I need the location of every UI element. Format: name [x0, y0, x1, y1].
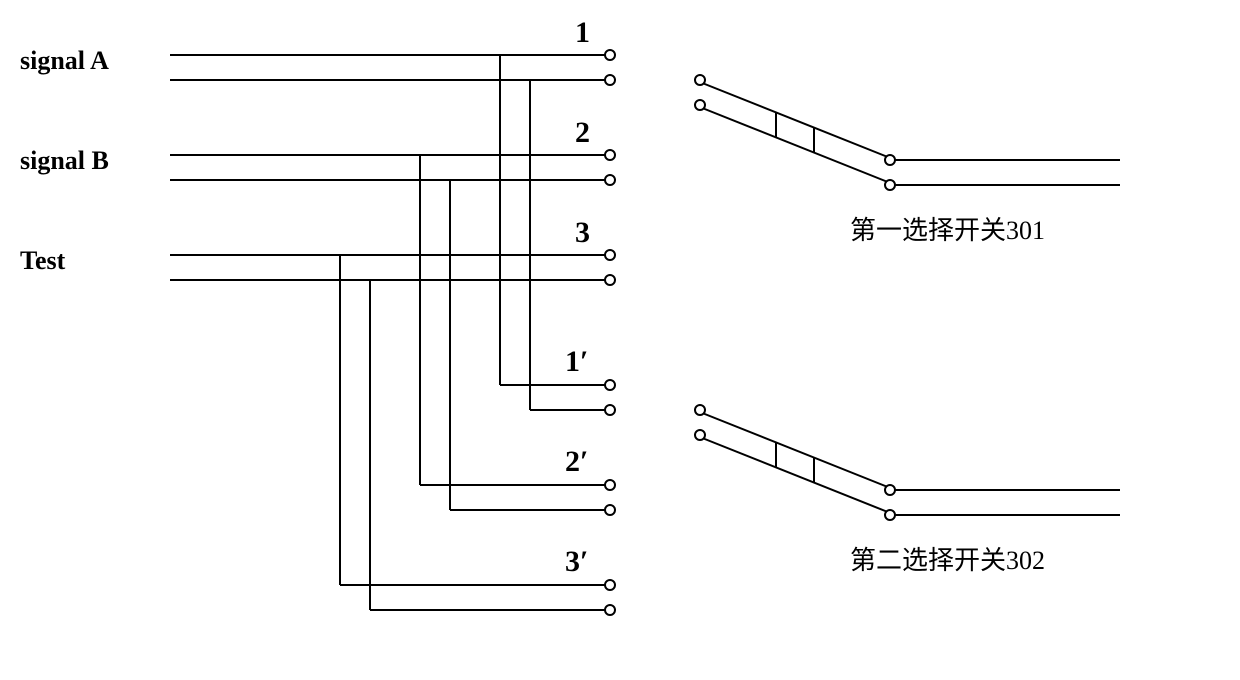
port-label-1p: 1′: [565, 345, 588, 379]
port-label-3: 3: [575, 216, 590, 250]
label-signal-b: signal B: [20, 146, 109, 176]
port-label-1: 1: [575, 16, 590, 50]
port-label-2: 2: [575, 116, 590, 150]
label-signal-a: signal A: [20, 46, 109, 76]
switch-label-2: 第二选择开关302: [850, 540, 1045, 577]
port-label-3p: 3′: [565, 545, 588, 579]
label-test: Test: [20, 246, 65, 276]
port-label-2p: 2′: [565, 445, 588, 479]
circuit-diagram: [0, 0, 1240, 680]
switch-label-1: 第一选择开关301: [850, 210, 1045, 247]
